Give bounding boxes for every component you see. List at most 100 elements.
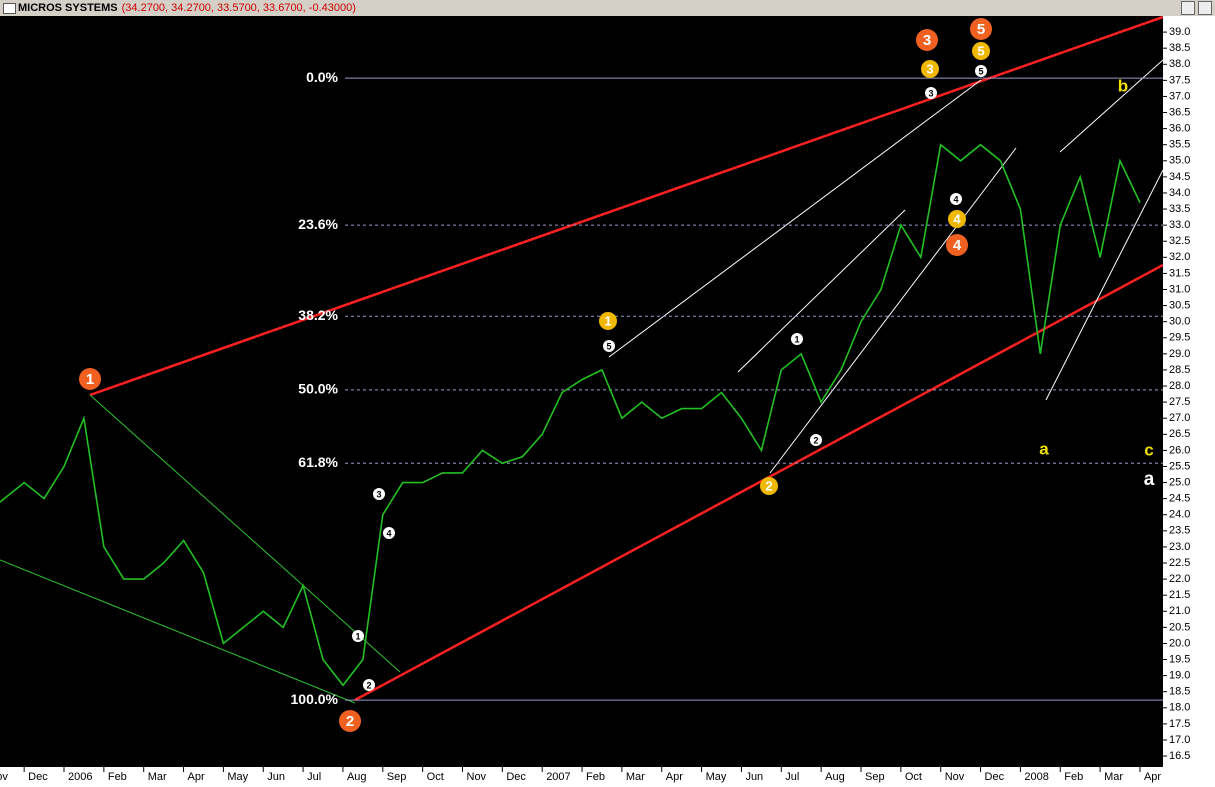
y-tick-label: 35.0 xyxy=(1169,155,1190,167)
trend-line xyxy=(1045,169,1163,401)
wave-marker xyxy=(760,477,778,495)
y-tick-label: 29.0 xyxy=(1169,348,1190,360)
y-tick-label: 27.5 xyxy=(1169,396,1190,408)
wave-marker xyxy=(383,527,395,539)
x-tick-label: Feb xyxy=(1064,771,1083,783)
wave-marker xyxy=(946,234,968,256)
x-tick-label: Nov xyxy=(467,771,487,783)
x-tick-label: Apr xyxy=(1144,771,1161,783)
wave-label: a xyxy=(1039,439,1049,458)
icon xyxy=(3,3,16,14)
x-tick-label: Apr xyxy=(188,771,205,783)
y-tick-label: 28.0 xyxy=(1169,380,1190,392)
restore-button[interactable] xyxy=(1181,1,1195,15)
wave-label: 3 xyxy=(376,489,381,499)
y-tick-label: 22.0 xyxy=(1169,573,1190,585)
y-tick-label: 26.0 xyxy=(1169,444,1190,456)
y-tick-label: 29.5 xyxy=(1169,332,1190,344)
wave-marker xyxy=(948,210,966,228)
y-tick-label: 34.5 xyxy=(1169,171,1190,183)
y-tick-label: 31.0 xyxy=(1169,283,1190,295)
y-tick-label: 34.0 xyxy=(1169,187,1190,199)
wave-label: 3 xyxy=(923,32,931,49)
x-tick-label: Oct xyxy=(905,771,922,783)
y-tick-label: 27.0 xyxy=(1169,412,1190,424)
fib-label: 0.0% xyxy=(306,69,338,85)
wave-label: 2 xyxy=(346,713,354,730)
y-tick-label: 24.0 xyxy=(1169,509,1190,521)
x-tick-label: Mar xyxy=(1104,771,1123,783)
y-tick-label: 32.0 xyxy=(1169,251,1190,263)
fib-label: 38.2% xyxy=(298,307,338,323)
x-tick-label: Nov xyxy=(0,771,8,783)
y-tick-label: 33.0 xyxy=(1169,219,1190,231)
trend-line xyxy=(89,394,401,673)
close-button[interactable] xyxy=(1198,1,1212,15)
plot-area xyxy=(0,16,1163,704)
wave-marker xyxy=(925,87,937,99)
x-tick-label: Dec xyxy=(28,771,48,783)
wave-label: 1 xyxy=(604,313,611,328)
y-tick-label: 20.0 xyxy=(1169,637,1190,649)
trend-line xyxy=(737,209,906,373)
y-tick-label: 19.5 xyxy=(1169,653,1190,665)
x-tick-label: Mar xyxy=(626,771,645,783)
x-tick-label: Jul xyxy=(307,771,321,783)
x-tick-label: Feb xyxy=(108,771,127,783)
wave-label: 3 xyxy=(928,88,933,98)
y-tick-label: 20.5 xyxy=(1169,621,1190,633)
wave-label: 3 xyxy=(926,61,933,76)
x-tick-label: Apr xyxy=(666,771,683,783)
wave-label: c xyxy=(1144,440,1153,459)
y-tick-label: 17.5 xyxy=(1169,718,1190,730)
wave-label: 2 xyxy=(366,680,371,690)
y-tick-label: 38.0 xyxy=(1169,58,1190,70)
wave-label: 5 xyxy=(977,43,984,58)
y-tick-label: 30.5 xyxy=(1169,299,1190,311)
wave-marker xyxy=(972,42,990,60)
fib-label: 50.0% xyxy=(298,381,338,397)
y-tick-label: 31.5 xyxy=(1169,267,1190,279)
y-tick-label: 16.5 xyxy=(1169,750,1190,762)
x-tick-label: Dec xyxy=(506,771,526,783)
y-tick-label: 21.0 xyxy=(1169,605,1190,617)
channel-line xyxy=(354,263,1163,702)
y-tick-label: 23.5 xyxy=(1169,525,1190,537)
price-line xyxy=(0,143,1141,687)
x-tick-label: 2007 xyxy=(546,771,570,783)
y-tick-label: 18.0 xyxy=(1169,702,1190,714)
y-tick-label: 19.0 xyxy=(1169,670,1190,682)
window-title: MICROS SYSTEMS xyxy=(18,2,118,14)
wave-label: 2 xyxy=(813,435,818,445)
y-tick-label: 26.5 xyxy=(1169,428,1190,440)
y-tick-label: 39.0 xyxy=(1169,26,1190,38)
y-tick-label: 32.5 xyxy=(1169,235,1190,247)
wave-marker xyxy=(373,488,385,500)
wave-label: 4 xyxy=(953,194,958,204)
y-tick-label: 30.0 xyxy=(1169,316,1190,328)
x-tick-label: 2006 xyxy=(68,771,92,783)
y-tick-label: 22.5 xyxy=(1169,557,1190,569)
y-tick-label: 33.5 xyxy=(1169,203,1190,215)
x-tick-label: Nov xyxy=(945,771,965,783)
quote: (34.2700, 34.2700, 33.5700, 33.6700, -0.… xyxy=(121,2,356,14)
wave-label: a xyxy=(1144,469,1155,490)
x-tick-label: Jun xyxy=(267,771,285,783)
wave-marker xyxy=(921,60,939,78)
trend-line xyxy=(0,559,356,704)
y-tick-label: 36.0 xyxy=(1169,123,1190,135)
y-axis-panel xyxy=(1163,16,1215,787)
wave-label: 2 xyxy=(765,478,772,493)
x-tick-label: Jul xyxy=(785,771,799,783)
x-tick-label: 2008 xyxy=(1024,771,1048,783)
y-tick-label: 37.0 xyxy=(1169,90,1190,102)
y-tick-label: 37.5 xyxy=(1169,74,1190,86)
channel-line xyxy=(89,16,1163,397)
x-tick-label: Jun xyxy=(745,771,763,783)
wave-label: 5 xyxy=(977,21,985,38)
wave-label: 5 xyxy=(978,66,983,76)
y-tick-label: 18.5 xyxy=(1169,686,1190,698)
trend-line xyxy=(608,79,982,358)
